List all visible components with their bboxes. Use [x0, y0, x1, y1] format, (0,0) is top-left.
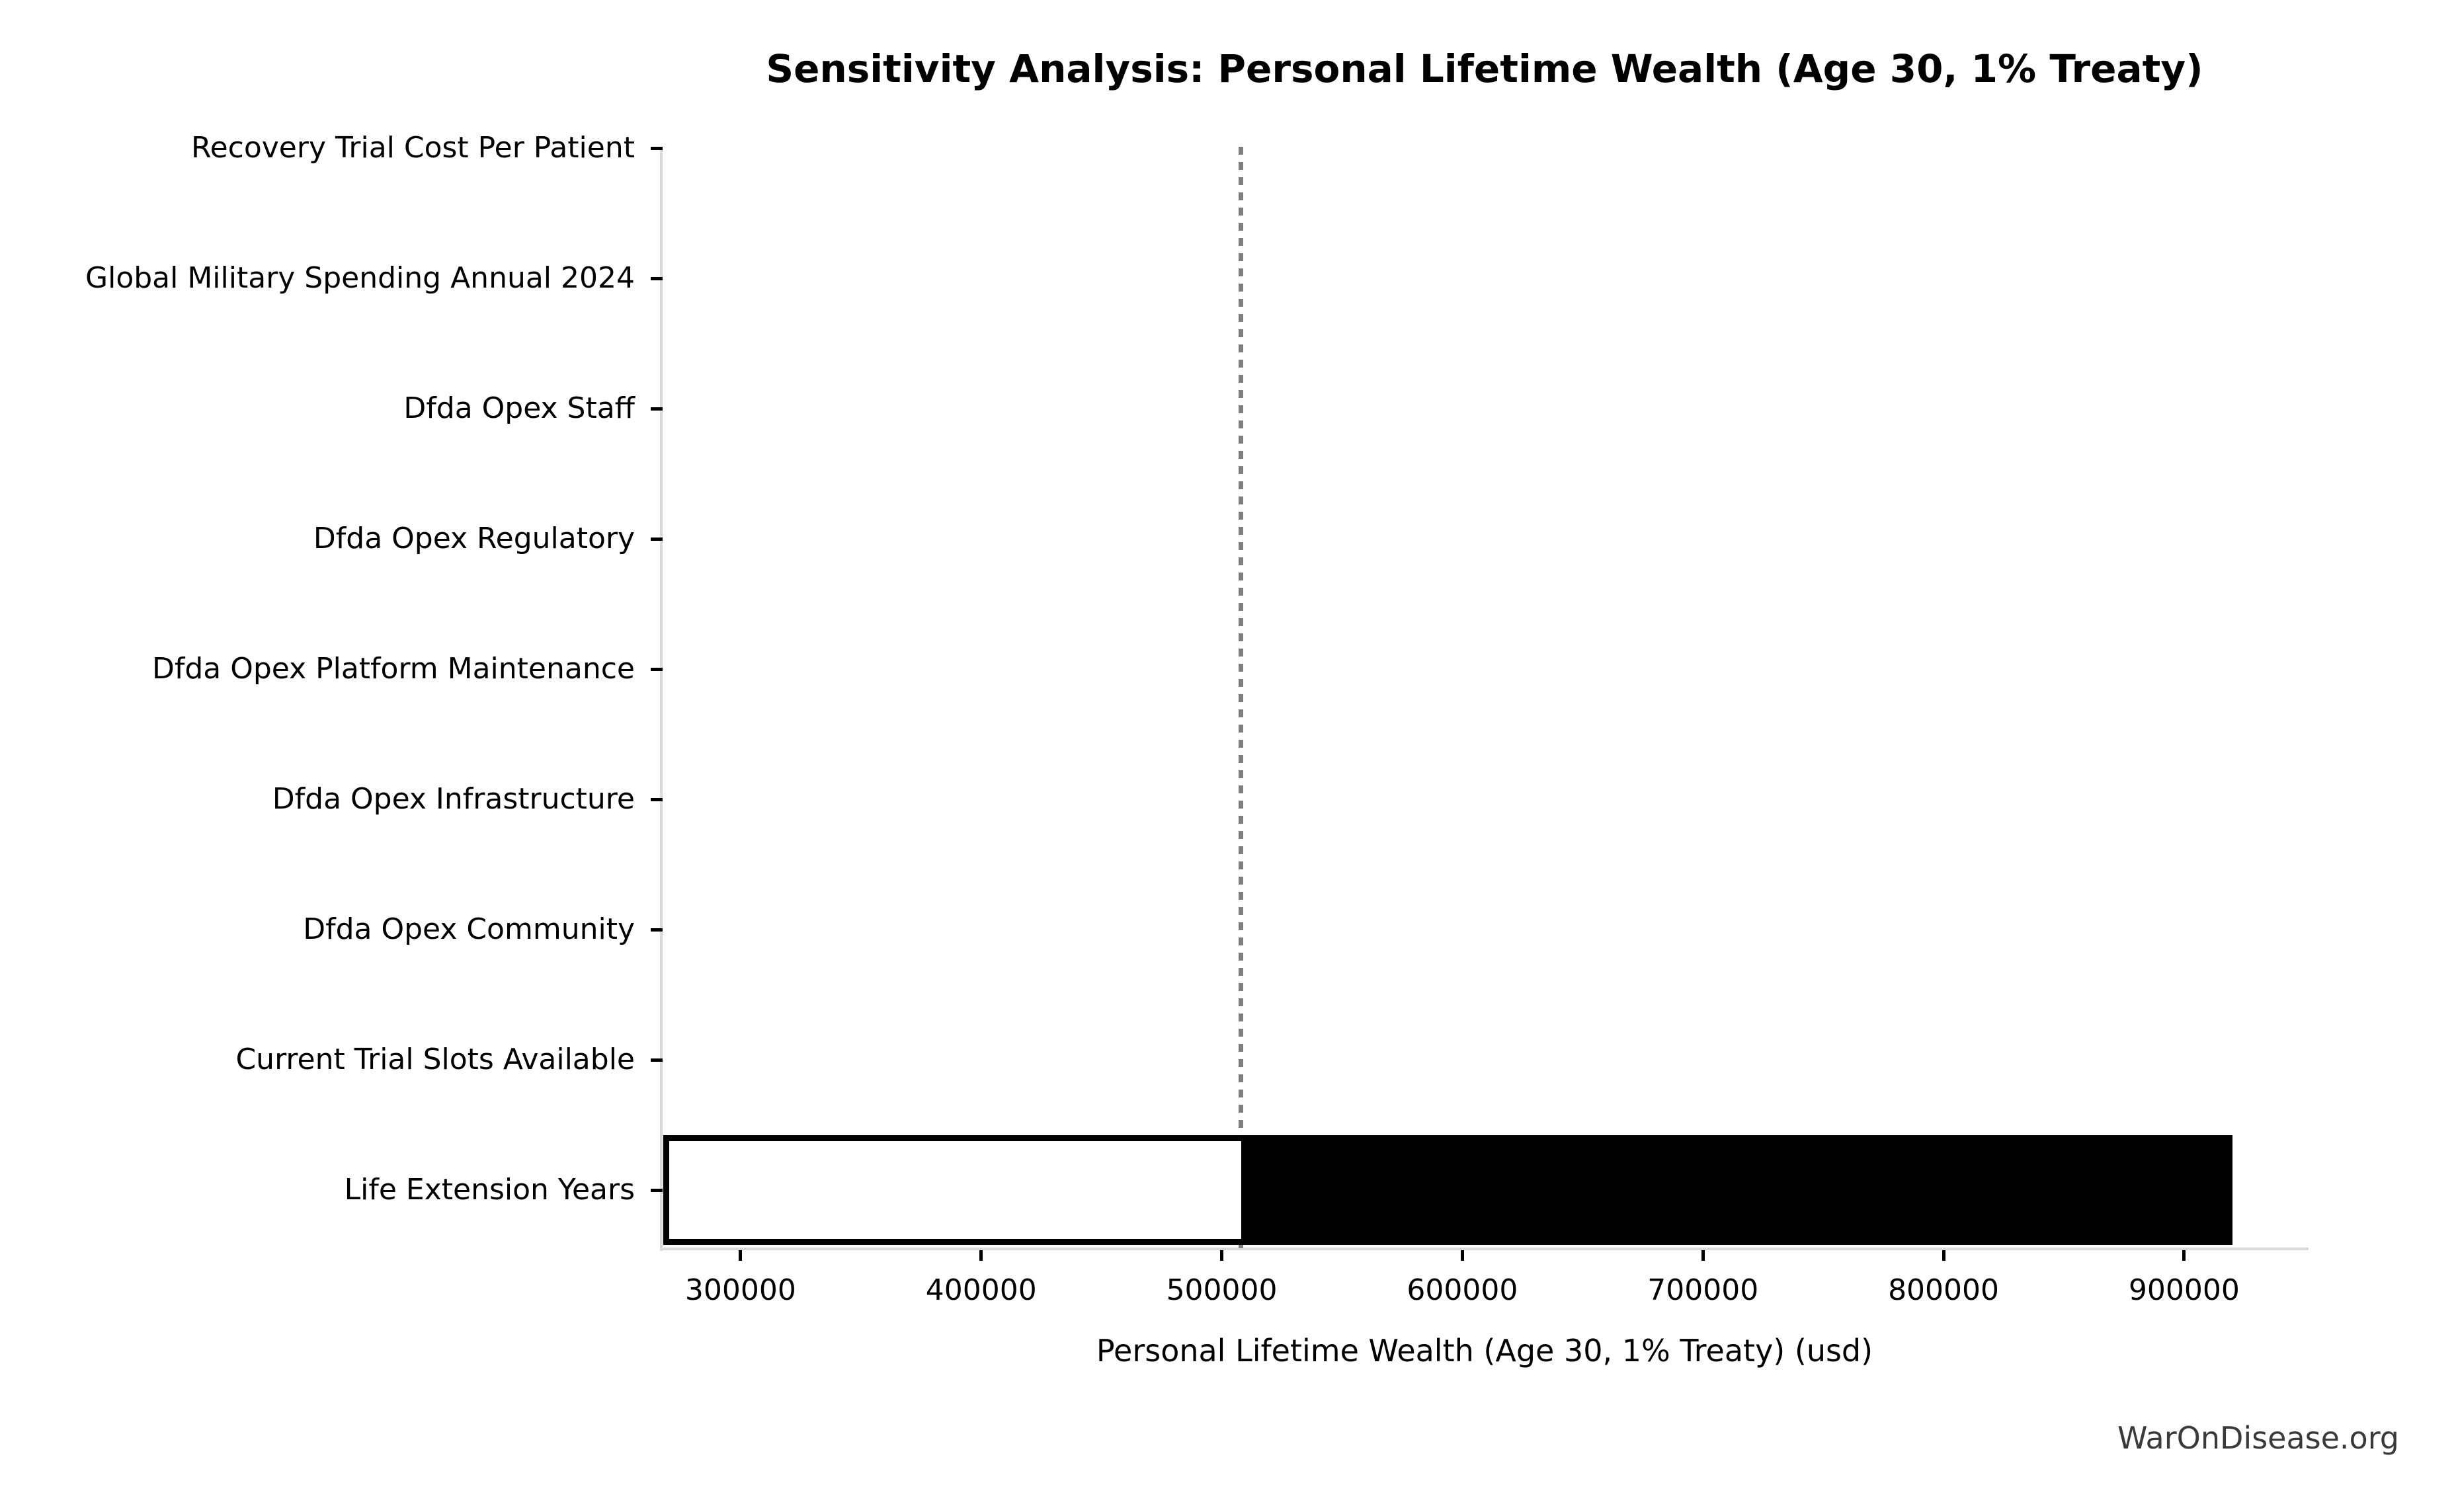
y-tick-mark	[651, 667, 663, 671]
x-tick-label: 400000	[925, 1273, 1037, 1307]
y-tick-mark	[651, 146, 663, 150]
y-tick-mark	[651, 537, 663, 541]
y-tick-label: Dfda Opex Regulatory	[313, 522, 635, 555]
x-tick-label: 700000	[1647, 1273, 1759, 1307]
x-tick-label: 500000	[1166, 1273, 1278, 1307]
x-tick-mark	[1701, 1250, 1705, 1261]
x-axis-spine	[660, 1248, 2309, 1250]
x-tick-mark	[1942, 1250, 1945, 1261]
chart-title: Sensitivity Analysis: Personal Lifetime …	[766, 46, 2203, 91]
y-tick-mark	[651, 276, 663, 280]
y-tick-label: Dfda Opex Community	[303, 912, 635, 946]
y-tick-label: Dfda Opex Staff	[403, 391, 635, 425]
y-axis-spine	[660, 147, 663, 1251]
watermark-text: WarOnDisease.org	[2117, 1420, 2399, 1456]
x-tick-mark	[1220, 1250, 1224, 1261]
x-tick-mark	[739, 1250, 743, 1261]
x-tick-label: 800000	[1888, 1273, 2000, 1307]
y-tick-label: Current Trial Slots Available	[235, 1043, 635, 1076]
baseline-dashed-line	[1239, 147, 1244, 1248]
x-tick-mark	[2182, 1250, 2186, 1261]
x-tick-label: 300000	[684, 1273, 796, 1307]
sensitivity-bar-high-segment	[1241, 1135, 2232, 1245]
y-tick-label: Recovery Trial Cost Per Patient	[190, 131, 635, 165]
y-tick-mark	[651, 1058, 663, 1062]
y-tick-mark	[651, 928, 663, 932]
y-tick-label: Dfda Opex Infrastructure	[272, 782, 635, 816]
y-tick-mark	[651, 797, 663, 801]
x-tick-label: 600000	[1407, 1273, 1518, 1307]
y-tick-mark	[651, 1188, 663, 1192]
y-tick-label: Life Extension Years	[344, 1173, 635, 1207]
y-tick-label: Dfda Opex Platform Maintenance	[151, 652, 635, 686]
y-tick-mark	[651, 407, 663, 411]
y-tick-label: Global Military Spending Annual 2024	[85, 261, 635, 295]
x-axis-label: Personal Lifetime Wealth (Age 30, 1% Tre…	[1096, 1333, 1873, 1369]
x-tick-mark	[1460, 1250, 1464, 1261]
x-tick-mark	[979, 1250, 983, 1261]
x-tick-label: 900000	[2128, 1273, 2240, 1307]
